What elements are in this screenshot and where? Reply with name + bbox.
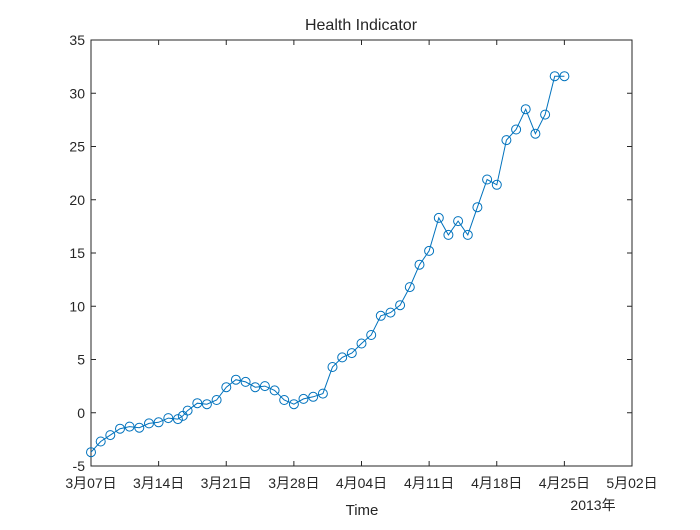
data-point (530, 128, 541, 139)
x-tick-label: 4月11日 (404, 475, 454, 491)
data-point (404, 282, 415, 293)
series-markers (86, 71, 570, 458)
data-point (453, 216, 464, 227)
data-point (153, 417, 164, 428)
data-point (115, 423, 125, 434)
data-point (230, 374, 241, 385)
data-point (105, 430, 116, 441)
data-point (86, 447, 96, 458)
x-tick-label: 3月21日 (201, 475, 252, 491)
data-point (443, 229, 454, 240)
y-tick-label: 5 (77, 352, 85, 368)
data-point (482, 174, 493, 185)
data-point (375, 310, 386, 321)
data-point (501, 135, 512, 146)
data-point (95, 436, 106, 447)
series-line (90, 75, 565, 453)
data-point (491, 179, 502, 190)
y-tick-label: 30 (69, 85, 85, 101)
data-point (462, 229, 473, 240)
x-tick-label: 3月28日 (268, 475, 319, 491)
data-point (366, 330, 377, 340)
data-point (346, 348, 357, 359)
data-point (337, 352, 348, 363)
x-tick-label: 3月07日 (65, 475, 116, 491)
chart-title: Health Indicator (305, 17, 418, 34)
x-axis: 3月07日 3月14日 3月21日 3月28日 4月04日 4月11日 4月18日 4月25日… (65, 40, 658, 491)
data-point (559, 71, 570, 82)
data-point (144, 418, 154, 429)
plot-area (90, 39, 633, 467)
data-point (327, 362, 338, 372)
data-point (172, 414, 183, 425)
data-point (540, 109, 551, 120)
data-point (414, 259, 425, 270)
data-point (259, 381, 270, 392)
y-tick-label: 25 (69, 139, 85, 155)
data-point (124, 421, 135, 432)
data-point (240, 376, 251, 387)
data-point (134, 422, 145, 433)
data-point (298, 393, 309, 404)
y-tick-label: 0 (77, 405, 85, 421)
data-point (308, 391, 319, 402)
y-axis: -5 0 5 10 15 20 25 30 35 (69, 32, 632, 474)
x-tick-label: 3月14日 (133, 475, 184, 491)
y-tick-label: 15 (69, 245, 85, 261)
data-point (549, 71, 560, 82)
x-tick-label: 4月18日 (471, 475, 522, 491)
data-point (221, 382, 232, 393)
x-axis-label: Time (346, 502, 379, 519)
x-tick-label: 4月25日 (539, 475, 590, 491)
data-point (520, 104, 531, 115)
data-point (317, 388, 328, 399)
data-point (472, 202, 483, 213)
data-point (395, 300, 406, 311)
data-point (201, 399, 212, 410)
data-point (385, 307, 396, 318)
data-point (424, 245, 435, 256)
x-axis-year-label: 2013年 (570, 497, 615, 513)
data-point (356, 338, 367, 349)
data-point (511, 124, 522, 135)
data-point (211, 395, 222, 405)
data-point (288, 399, 299, 410)
y-tick-label: 35 (69, 32, 85, 48)
data-point (279, 395, 290, 405)
data-point (269, 385, 280, 396)
data-point (250, 382, 261, 393)
y-tick-label: -5 (73, 458, 86, 474)
y-tick-label: 10 (69, 298, 85, 314)
data-point (433, 212, 444, 223)
y-tick-label: 20 (69, 192, 85, 208)
data-point (182, 405, 193, 416)
data-point (192, 398, 203, 409)
x-tick-label: 5月02日 (606, 475, 657, 491)
x-tick-label: 4月04日 (336, 475, 387, 491)
data-point (163, 413, 174, 424)
